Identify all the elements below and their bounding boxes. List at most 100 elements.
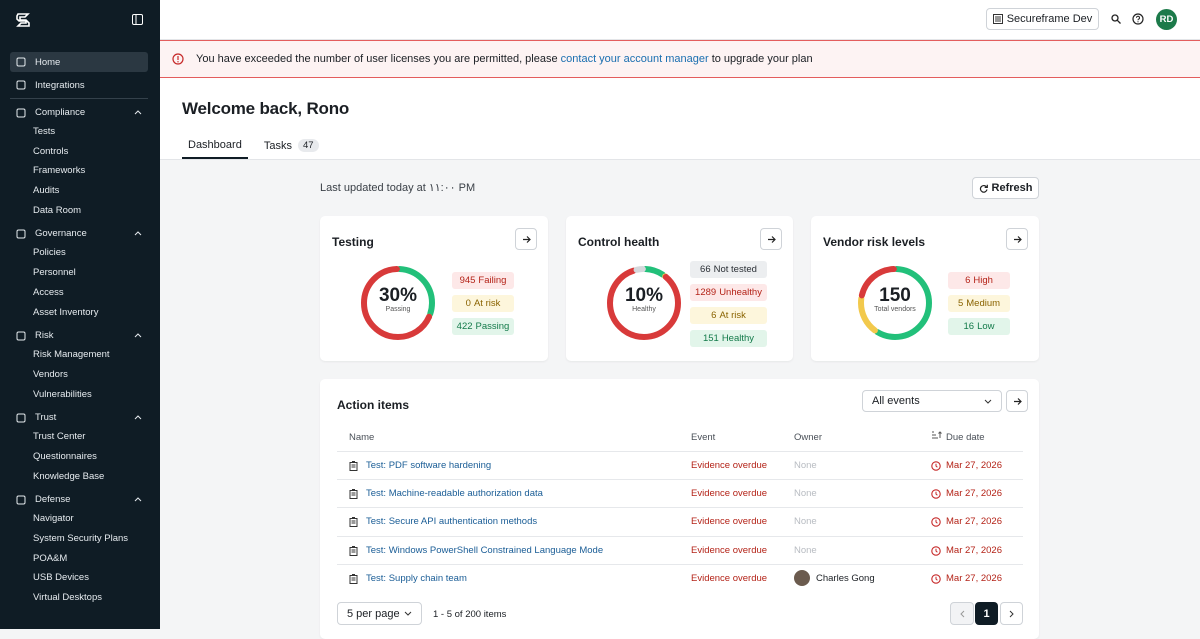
due-icon (931, 517, 941, 528)
row-divider (337, 535, 1023, 537)
user-avatar[interactable]: RD (1156, 9, 1177, 30)
nav-subitem[interactable]: Navigator (33, 513, 74, 525)
status-badge[interactable]: 16 Low (948, 318, 1010, 335)
open-button[interactable] (1006, 228, 1028, 250)
donut-chart (858, 266, 932, 340)
row-divider (337, 507, 1023, 509)
due-icon (931, 461, 941, 471)
center-value: 30% (378, 285, 418, 306)
arrow-icon (767, 235, 776, 243)
current-page[interactable]: 1 (975, 602, 998, 625)
refresh-button[interactable]: Refresh (972, 177, 1039, 199)
donut-chart (607, 266, 681, 340)
nav-subitem[interactable]: Frameworks (33, 165, 86, 177)
per-page-select[interactable]: 5 per page (337, 602, 422, 625)
clock-face (931, 517, 941, 528)
open-button[interactable] (515, 228, 537, 250)
nav-subitem[interactable]: Questionnaires (33, 450, 97, 462)
nav-label: Home (35, 56, 61, 68)
nav-subitem[interactable]: Policies (33, 247, 66, 259)
workspace-button[interactable]: Secureframe Dev (986, 8, 1099, 30)
nav-subitem[interactable]: Vulnerabilities (33, 388, 92, 400)
task-link[interactable]: Test: Windows PowerShell Constrained Lan… (366, 544, 604, 556)
task-link[interactable]: Test: Supply chain team (366, 572, 467, 584)
nav-subitem[interactable]: Data Room (33, 204, 82, 216)
status-badge[interactable]: 5 Medium (948, 295, 1010, 312)
clock-face (931, 574, 941, 584)
sidebar: Home Integrations Compliance Tests Controls F… (0, 0, 160, 629)
status-badge[interactable]: 151 Healthy (690, 330, 767, 347)
center-label: Total vendors (874, 306, 916, 313)
status-badge[interactable]: 0 At risk (452, 295, 514, 312)
collapse-icon[interactable] (132, 14, 143, 25)
event-filter[interactable]: All events (862, 390, 1002, 412)
nav-subitem[interactable]: Asset Inventory (33, 306, 99, 318)
event-type: Evidence overdue (691, 516, 768, 528)
status-badge[interactable]: 6 High (948, 272, 1010, 289)
banner-text: to upgrade your plan (708, 53, 813, 65)
nav-subitem[interactable]: Tests (33, 126, 56, 137)
nav-subitem[interactable]: System Security Plans (33, 533, 129, 544)
doc-path (349, 461, 358, 471)
nav-section[interactable]: Defense (10, 490, 148, 509)
task-link[interactable]: Test: PDF software hardening (366, 460, 492, 471)
chevron (984, 399, 992, 404)
badge-label: Unhealthy (719, 287, 762, 298)
task-link[interactable]: Test: Secure API authentication methods (366, 516, 538, 528)
status-badge[interactable]: 66 Not tested (690, 261, 767, 278)
page-header: Welcome back, Rono Dashboard Tasks 47 (160, 78, 1200, 160)
donut-segment (607, 266, 681, 340)
nav-subitem[interactable]: Risk Management (33, 349, 110, 361)
nav-subitem[interactable]: Vendors (33, 368, 68, 380)
nav-subitem[interactable]: POA&M (33, 552, 68, 564)
arrow-path (522, 235, 531, 243)
nav-section[interactable]: Compliance (10, 103, 148, 122)
task-link[interactable]: Test: Machine-readable authorization dat… (366, 488, 543, 500)
row-divider (337, 563, 1023, 565)
banner-link[interactable]: contact your account manager (560, 53, 709, 65)
nav-subitem[interactable]: Access (33, 286, 64, 298)
donut-center: 150 Total vendors (855, 286, 935, 314)
tab[interactable]: Tasks 47 (258, 132, 325, 159)
nav-subitem[interactable]: Trust Center (33, 431, 86, 443)
tab[interactable]: Dashboard (182, 132, 248, 159)
open-button[interactable] (1006, 390, 1028, 412)
prev-page[interactable] (950, 602, 974, 625)
icon-shape (16, 229, 26, 239)
chevron-path (134, 110, 142, 115)
sort-icon[interactable] (932, 431, 942, 439)
event-type: Evidence overdue (691, 488, 768, 500)
nav-subitem[interactable]: Knowledge Base (33, 470, 105, 482)
status-badge[interactable]: 422 Passing (452, 318, 514, 335)
status-badge[interactable]: 1289 Unhealthy (690, 284, 767, 301)
clock-hand (935, 491, 938, 496)
nav-section[interactable]: Risk (10, 326, 148, 345)
doc-icon (349, 573, 358, 584)
nav-subitem[interactable]: Personnel (33, 267, 76, 279)
row-divider (337, 451, 1023, 452)
nav-subitem[interactable]: Audits (33, 185, 60, 197)
clock-hand (935, 548, 938, 553)
nav-subitem[interactable]: Virtual Desktops (33, 592, 102, 604)
nav-item[interactable]: Home (10, 52, 148, 72)
nav-section[interactable]: Governance (10, 224, 148, 243)
open-button[interactable] (760, 228, 782, 250)
status-badge[interactable]: 6 At risk (690, 307, 767, 324)
chevron-path (134, 415, 142, 420)
status-badge[interactable]: 945 Failing (452, 272, 514, 289)
help-icon[interactable] (1132, 13, 1144, 25)
nav-subitem[interactable]: Controls (33, 145, 69, 157)
nav-subitem[interactable]: USB Devices (33, 572, 89, 584)
nav-icon (16, 80, 26, 90)
search-icon[interactable] (1111, 14, 1121, 24)
topbar: Secureframe Dev RD (160, 0, 1200, 40)
nav-section[interactable]: Trust (10, 408, 148, 427)
badge-count: 16 (963, 321, 975, 332)
nav-item[interactable]: Integrations (10, 75, 148, 95)
next-page[interactable] (1000, 602, 1023, 625)
chevron (960, 610, 965, 617)
clock-face (931, 489, 941, 499)
badge-label: At risk (719, 310, 746, 321)
section-title: Governance (35, 228, 87, 240)
doc-icon (349, 517, 358, 528)
